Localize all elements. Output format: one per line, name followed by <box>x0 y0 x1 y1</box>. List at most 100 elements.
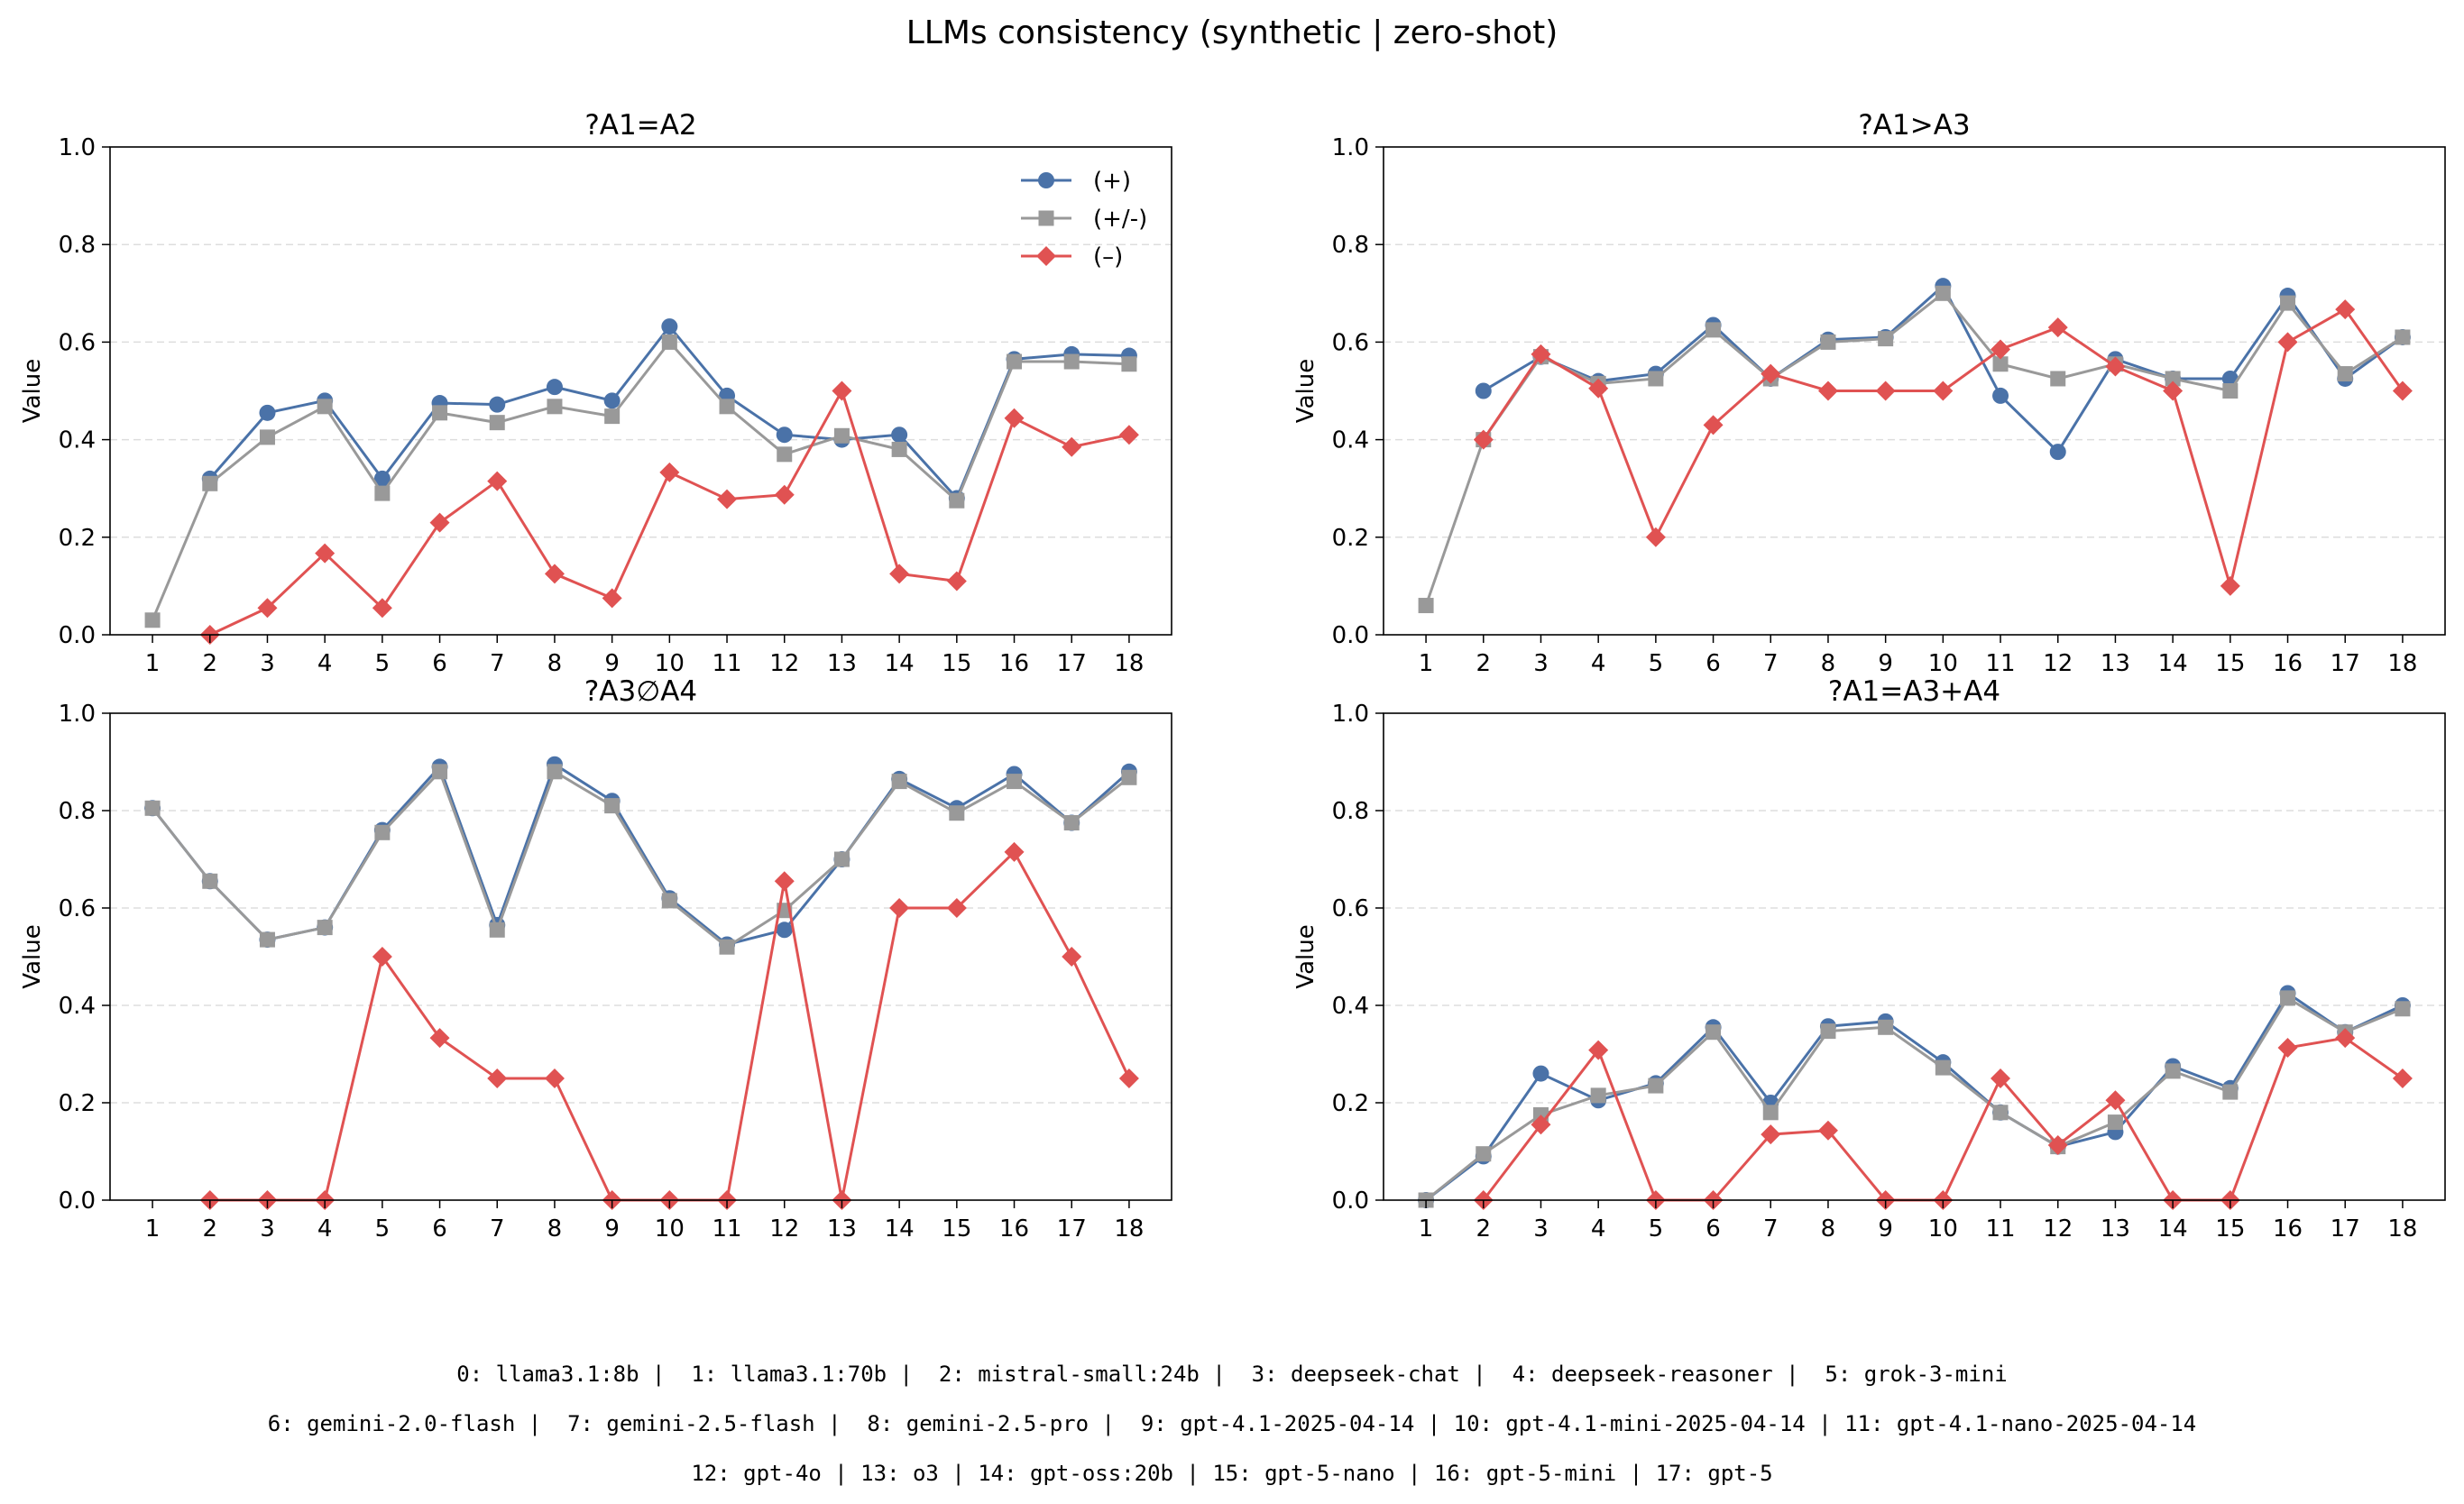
data-point <box>661 334 677 350</box>
panel-3: 0.00.20.40.60.81.01 2 3 4 5 6 7 8 9 10 11 12 13 14 15 1… <box>19 675 1172 1243</box>
series-line <box>1424 291 2404 607</box>
legend-marker <box>1038 210 1054 226</box>
panels: 0.00.20.40.60.81.01 2 3 4 5 6 7 8 9 10 11 12 13 14 15 1… <box>19 109 2446 1243</box>
x-tick-label: 3 <box>260 1215 275 1243</box>
x-tick-label: 4 <box>1591 650 1606 677</box>
y-tick-label: 0.2 <box>1332 1090 1369 1117</box>
x-tick-label: 13 <box>2101 650 2130 677</box>
x-tick-label: 13 <box>2101 1215 2130 1243</box>
data-point <box>1476 1146 1492 1162</box>
x-tick-label: 4 <box>1591 1215 1606 1243</box>
x-tick-label: 11 <box>712 1215 741 1243</box>
x-tick-label: 13 <box>827 1215 857 1243</box>
x-tick-label: 6 <box>1705 650 1721 677</box>
x-tick-label: 12 <box>2043 650 2073 677</box>
x-tick-label: 10 <box>1928 1215 1958 1243</box>
data-point <box>317 399 333 415</box>
x-tick-label: 17 <box>2331 1215 2360 1243</box>
data-point <box>1703 415 1724 436</box>
data-point <box>2047 1134 2068 1155</box>
data-point <box>202 873 218 889</box>
data-point <box>487 1068 508 1088</box>
y-tick-label: 0.4 <box>1332 993 1369 1020</box>
x-tick-label: 9 <box>1878 650 1893 677</box>
data-point <box>777 446 793 463</box>
x-tick-label: 7 <box>490 1215 505 1243</box>
data-point <box>489 396 506 413</box>
data-point <box>544 564 565 584</box>
data-point <box>315 543 336 564</box>
legend-item-minus: (–) <box>1021 243 1123 271</box>
x-tick-label: 8 <box>1821 650 1836 677</box>
y-tick-label: 0.0 <box>59 622 96 649</box>
data-point <box>2335 299 2356 320</box>
x-tick-label: 13 <box>827 650 857 677</box>
data-point <box>603 392 621 409</box>
data-point <box>202 475 218 491</box>
data-point <box>832 381 852 401</box>
y-tick-label: 0.2 <box>59 525 96 552</box>
data-point <box>1761 1124 1781 1145</box>
y-tick-label: 0.4 <box>1332 427 1369 454</box>
model-legend-line-3: 12: gpt-4o | 13: o3 | 14: gpt-oss:20b | … <box>691 1461 1773 1486</box>
x-tick-label: 17 <box>1057 1215 1087 1243</box>
data-point <box>2107 1114 2123 1131</box>
x-tick-label: 17 <box>1057 650 1087 677</box>
data-point <box>2047 317 2068 338</box>
y-tick-label: 0.4 <box>59 993 96 1020</box>
legend-item-plus: (+) <box>1021 168 1131 195</box>
data-point <box>1878 331 1894 347</box>
x-tick-label: 18 <box>1114 650 1144 677</box>
x-tick-label: 2 <box>1476 1215 1492 1243</box>
x-tick-label: 1 <box>145 1215 161 1243</box>
x-tick-label: 3 <box>260 650 275 677</box>
panel-title: ?A1>A3 <box>1858 109 1970 142</box>
y-tick-label: 0.6 <box>59 895 96 922</box>
y-axis-label: Value <box>19 924 46 988</box>
x-tick-label: 14 <box>2158 650 2188 677</box>
data-point <box>429 1028 450 1049</box>
series-line <box>151 769 1130 949</box>
data-point <box>602 588 622 609</box>
data-point <box>489 415 505 431</box>
legend-marker <box>1036 246 1056 266</box>
data-point <box>2165 371 2181 387</box>
data-point <box>2337 366 2353 382</box>
x-tick-label: 12 <box>769 650 799 677</box>
data-point <box>317 920 333 936</box>
x-tick-label: 1 <box>145 650 161 677</box>
x-tick-label: 1 <box>1419 650 1434 677</box>
x-tick-label: 9 <box>604 650 620 677</box>
y-tick-label: 1.0 <box>1332 701 1369 728</box>
data-point <box>833 427 850 444</box>
data-point <box>1532 1065 1549 1082</box>
data-point <box>889 564 910 584</box>
data-point <box>1705 1024 1722 1041</box>
data-point <box>1935 285 1951 301</box>
x-tick-label: 18 <box>2387 650 2417 677</box>
data-point <box>259 429 275 445</box>
x-tick-label: 16 <box>999 650 1029 677</box>
series-minus <box>1473 299 2413 596</box>
data-point <box>1118 1068 1139 1088</box>
x-tick-label: 16 <box>2273 650 2303 677</box>
series-plus <box>1418 985 2411 1208</box>
data-point <box>774 484 795 505</box>
data-point <box>1063 815 1080 830</box>
y-tick-label: 0.0 <box>59 1188 96 1215</box>
data-point <box>2280 990 2296 1006</box>
data-point <box>949 805 965 821</box>
data-point <box>2105 356 2126 377</box>
data-point <box>1118 425 1139 445</box>
legend-item-mixed: (+/-) <box>1021 206 1147 233</box>
data-point <box>1062 947 1082 967</box>
x-tick-label: 7 <box>490 650 505 677</box>
data-point <box>1473 429 1494 450</box>
data-point <box>2395 1001 2411 1017</box>
data-point <box>1121 769 1137 785</box>
axes-frame <box>109 712 1172 1201</box>
panel-1: 0.00.20.40.60.81.01 2 3 4 5 6 7 8 9 10 11 12 13 14 15 1… <box>19 109 1172 677</box>
data-point <box>429 512 450 533</box>
y-tick-label: 1.0 <box>59 134 96 161</box>
